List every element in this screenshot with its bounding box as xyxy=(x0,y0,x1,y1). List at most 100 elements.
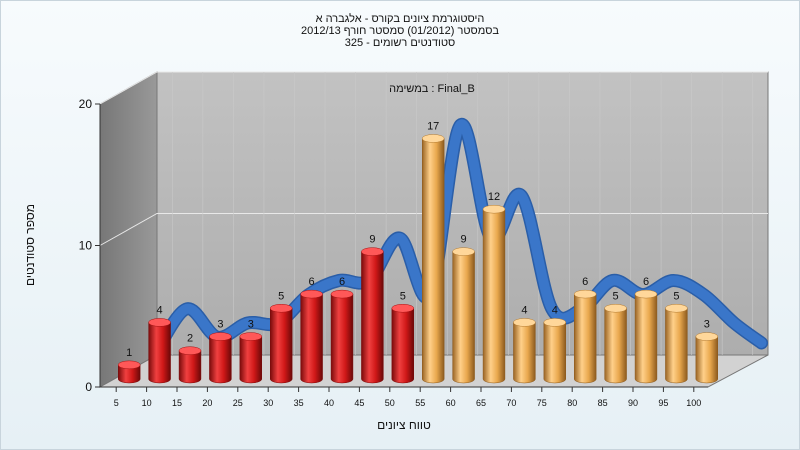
bar-top xyxy=(695,332,718,341)
bar-body xyxy=(452,251,475,384)
x-tick-label: 100 xyxy=(686,398,701,408)
bar-body xyxy=(361,251,384,384)
bar-top xyxy=(118,360,141,370)
x-tick-label: 90 xyxy=(628,398,638,408)
bar-top xyxy=(209,332,232,341)
bar-body xyxy=(574,293,597,384)
x-tick-label: 60 xyxy=(446,398,456,408)
bar-body xyxy=(239,336,262,384)
x-tick-label: 70 xyxy=(506,398,516,408)
bar-body xyxy=(330,293,354,384)
chart-subtitle-students: סטודנטים רשומים - 325 xyxy=(344,37,456,49)
bar-body xyxy=(513,322,536,384)
x-tick-label: 10 xyxy=(142,398,152,408)
histogram-bar xyxy=(574,289,597,384)
bar-top xyxy=(391,304,414,313)
bar-value-label: 1 xyxy=(126,347,132,359)
histogram-bar xyxy=(634,289,658,384)
bar-top xyxy=(574,289,597,299)
bar-body xyxy=(178,350,202,384)
x-tick-label: 55 xyxy=(415,398,425,408)
bar-top xyxy=(604,304,627,313)
y-tick-label: 20 xyxy=(79,97,93,111)
bar-top xyxy=(361,247,384,256)
gridline xyxy=(99,71,768,105)
x-tick-label: 15 xyxy=(172,398,182,408)
bar-value-label: 3 xyxy=(704,319,710,331)
bar-body xyxy=(391,308,414,384)
histogram-bar xyxy=(148,318,171,384)
bar-top xyxy=(543,318,566,327)
histogram-bar xyxy=(209,332,232,384)
bar-body xyxy=(270,308,293,384)
histogram-bar xyxy=(361,247,384,384)
bar-value-label: 6 xyxy=(643,276,649,288)
x-tick-label: 5 xyxy=(114,398,119,408)
x-tick-label: 25 xyxy=(233,398,243,408)
histogram-bar xyxy=(543,318,566,384)
gridline xyxy=(99,213,768,246)
bar-value-label: 3 xyxy=(248,319,254,331)
bar-value-label: 12 xyxy=(488,191,500,203)
x-tick-label: 35 xyxy=(294,398,304,408)
histogram-bar xyxy=(239,332,262,384)
histogram-bar xyxy=(482,204,506,384)
bar-value-label: 4 xyxy=(157,304,163,316)
bar-body xyxy=(148,322,171,384)
x-axis-label: טווח ציונים xyxy=(377,418,431,432)
bar-body xyxy=(209,336,232,384)
bar-value-label: 6 xyxy=(582,276,588,288)
bar-top xyxy=(330,289,354,299)
bar-top xyxy=(270,304,293,313)
bar-value-label: 6 xyxy=(339,276,345,288)
bar-body xyxy=(482,208,506,384)
chart-subtitle: בסמסטר (01/2012) סמסטר חורף 2012/13 xyxy=(300,25,500,37)
histogram-bar xyxy=(452,247,475,384)
histogram-bar xyxy=(604,304,627,384)
histogram-bar xyxy=(270,304,293,384)
histogram-bar xyxy=(118,360,141,384)
bar-top xyxy=(422,134,445,143)
x-tick-label: 95 xyxy=(658,398,668,408)
bar-body xyxy=(634,293,658,384)
histogram-bar xyxy=(330,289,354,384)
bar-top xyxy=(148,318,171,327)
x-tick-label: 30 xyxy=(263,398,273,408)
histogram-bar xyxy=(695,332,718,384)
histogram-bar xyxy=(178,346,202,384)
bar-value-label: 17 xyxy=(427,120,439,132)
bar-value-label: 9 xyxy=(369,234,375,246)
bar-top xyxy=(300,289,323,299)
histogram-bar xyxy=(665,304,688,384)
x-tick-label: 80 xyxy=(567,398,577,408)
bar-value-label: 2 xyxy=(187,333,193,345)
bar-body xyxy=(695,336,718,384)
histogram-bar xyxy=(300,289,323,384)
bar-top xyxy=(513,318,536,327)
bar-top xyxy=(665,304,688,313)
histogram-bar xyxy=(391,304,414,384)
bar-top xyxy=(178,346,202,355)
bar-value-label: 5 xyxy=(278,290,284,302)
bar-value-label: 6 xyxy=(309,276,315,288)
bar-value-label: 4 xyxy=(552,304,558,316)
histogram-bar xyxy=(422,134,445,384)
bar-top xyxy=(239,332,262,341)
bar-value-label: 4 xyxy=(521,304,527,316)
histogram-bar xyxy=(513,318,536,384)
x-tick-label: 85 xyxy=(598,398,608,408)
y-tick-label: 0 xyxy=(85,380,92,394)
bar-body xyxy=(543,322,566,384)
x-tick-label: 20 xyxy=(202,398,212,408)
x-tick-label: 75 xyxy=(537,398,547,408)
bar-body xyxy=(300,293,323,384)
x-tick-label: 45 xyxy=(354,398,364,408)
bar-top xyxy=(482,204,506,214)
bar-value-label: 3 xyxy=(217,319,223,331)
x-tick-label: 40 xyxy=(324,398,334,408)
bar-body xyxy=(604,308,627,384)
bar-top xyxy=(634,289,658,299)
bar-body xyxy=(422,138,445,384)
bar-value-label: 5 xyxy=(673,290,679,302)
